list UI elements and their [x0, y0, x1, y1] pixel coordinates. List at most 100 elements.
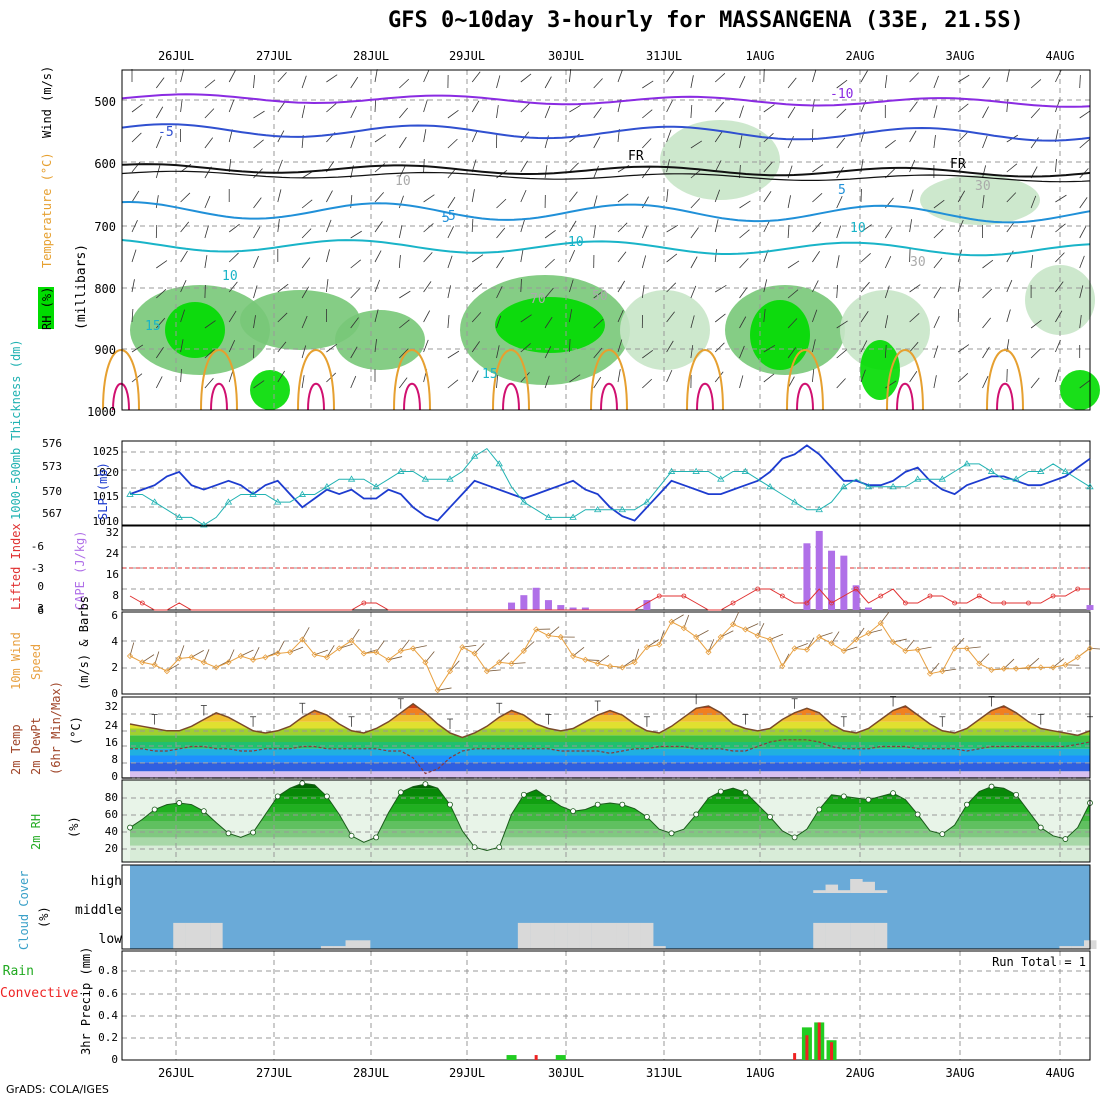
rh-shading-area	[660, 120, 780, 200]
wind-barb	[423, 69, 430, 83]
cloud-high-bar	[825, 884, 839, 893]
contour-label: 50	[592, 289, 608, 304]
rh-point	[324, 793, 330, 800]
wind-barb	[520, 372, 530, 383]
wind-speed-point	[385, 656, 392, 663]
wind-barb	[326, 279, 329, 293]
wind-barb	[1030, 319, 1042, 329]
cloud-high-bar	[850, 879, 863, 893]
wind-speed-point	[286, 649, 294, 656]
wind-speed-point	[877, 620, 884, 627]
wind-barb	[690, 75, 694, 89]
thickness-point	[470, 452, 479, 459]
wind-speed-point	[766, 636, 774, 643]
contour-25	[502, 382, 520, 411]
wind-barb	[666, 129, 672, 143]
wind-barb	[739, 375, 744, 389]
wind-barb	[447, 226, 454, 239]
rh-point	[1013, 791, 1020, 798]
thickness-tick-label: 576	[42, 437, 62, 450]
cloud-low-bar	[825, 922, 839, 949]
rh-shading-area	[1060, 370, 1100, 410]
wind-barb	[732, 611, 740, 625]
wind-barb	[131, 220, 138, 233]
contour-25	[796, 382, 814, 411]
thickness-point	[790, 498, 799, 505]
wind-barb	[933, 135, 936, 149]
ylabel-millibars: (millibars)	[74, 244, 89, 330]
contour-label: 5	[442, 211, 450, 226]
rh-shading-area	[495, 297, 605, 353]
wind-barb	[957, 74, 970, 83]
wind-barb	[714, 313, 726, 323]
contour-20	[786, 349, 824, 411]
wind-speed-point	[779, 663, 786, 670]
wind-barb	[520, 249, 524, 263]
ylabel-total-rain: Total / Rain	[0, 964, 34, 979]
lifted-index-point	[927, 593, 933, 599]
wind-barb	[180, 221, 190, 233]
contour-label: -10	[830, 87, 853, 102]
wind-barb	[641, 285, 645, 299]
wind-barb	[957, 219, 964, 233]
wind-barb	[739, 76, 746, 89]
wind-barb	[180, 309, 185, 323]
wind-barb	[690, 256, 698, 269]
wind-speed-point	[840, 647, 847, 654]
wind-barb	[277, 159, 283, 173]
wind-barb	[593, 318, 604, 329]
wind-barb	[1030, 108, 1041, 119]
wind-barb	[131, 344, 144, 353]
wind-barb	[957, 103, 969, 113]
wind-barb	[957, 132, 968, 143]
wind-barb	[544, 258, 555, 269]
precip-convective-bar	[793, 1053, 797, 1060]
rh-line	[129, 782, 1091, 852]
temp-color-band	[130, 762, 1090, 772]
wind-barb	[593, 347, 603, 359]
lifted-index-point	[853, 586, 859, 592]
slp-panel-frame	[121, 440, 1091, 526]
contour-25	[896, 382, 914, 411]
contour-20	[102, 349, 140, 411]
wind-barb	[982, 317, 991, 329]
thickness-point	[249, 490, 257, 497]
ylabel-cape: CAPE (J/kg)	[73, 531, 87, 610]
wind-barb	[1055, 310, 1063, 323]
bottom-date-29JUL: 29JUL	[449, 1066, 485, 1080]
wind-barb	[277, 283, 289, 293]
thickness-point	[372, 483, 380, 490]
wind-barb	[617, 222, 628, 233]
cloud-low-bar	[579, 922, 592, 949]
wind-barb	[1006, 309, 1011, 323]
slp-tick-label: 1010	[93, 515, 120, 528]
wind-barb	[350, 317, 359, 329]
rh-point	[939, 831, 946, 838]
thickness-point	[840, 483, 848, 490]
wind-barb	[252, 647, 260, 660]
wind-barb	[957, 161, 967, 173]
wind-barb	[666, 70, 675, 83]
ylabel-cloud-units: (%)	[37, 906, 51, 928]
wind-barb	[374, 134, 387, 143]
wind-barb	[666, 340, 674, 353]
wind-speed-point	[434, 687, 441, 694]
wind-barb	[204, 377, 214, 389]
wind-barb	[398, 136, 407, 149]
wind-barb	[714, 249, 717, 263]
wind-barb	[423, 310, 431, 323]
wind-barb	[253, 197, 262, 209]
cloud-low-bar	[813, 922, 826, 949]
cloud-low-bar	[850, 922, 863, 949]
temp-color-band	[130, 742, 1090, 749]
wind-speed-point	[188, 654, 195, 661]
wind-barb	[714, 130, 723, 143]
wind-barb	[739, 165, 741, 179]
wind-barb	[496, 105, 499, 119]
lifted-index-point	[139, 600, 145, 606]
wind-barb	[496, 227, 506, 239]
wind-barb	[860, 369, 866, 383]
ylabel-temp-units: (°C)	[69, 716, 83, 745]
wind-barb	[1006, 279, 1013, 293]
wind-barb	[301, 286, 309, 299]
